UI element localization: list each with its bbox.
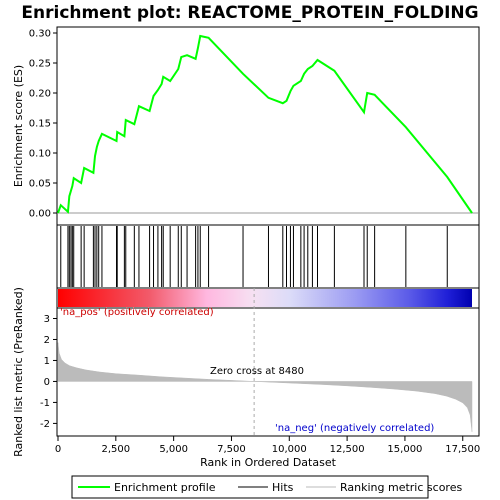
metric-tick-label: 1 [44,356,50,367]
pos-correlated-label: 'na_pos' (positively correlated) [60,307,214,318]
x-axis-label: Rank in Ordered Dataset [200,456,337,469]
neg-correlated-label: 'na_neg' (negatively correlated) [275,423,434,434]
rank-colorbar [58,289,472,307]
legend-metric-label: Ranking metric scores [340,481,462,494]
metric-y-ticks: -2 -1 0 1 2 3 [40,314,57,430]
es-tick-label: 0.00 [29,209,51,220]
metric-panel-frame [56,307,480,437]
chart-title: Enrichment plot: REACTOME_PROTEIN_FOLDIN… [21,3,478,23]
x-tick-label: 17,500 [445,444,480,455]
legend-hits-label: Hits [272,481,294,494]
enrichment-profile [57,34,473,214]
es-axis-label: Enrichment score (ES) [12,65,25,187]
x-tick-label: 12,500 [330,444,365,455]
es-tick-label: 0.20 [29,89,51,100]
es-tick-label: 0.25 [29,59,51,70]
metric-tick-label: 0 [44,377,50,388]
x-tick-label: 0 [55,444,61,455]
es-tick-label: 0.15 [29,119,51,130]
x-tick-label: 15,000 [387,444,422,455]
metric-tick-label: 3 [44,314,50,325]
x-axis-ticks: 0 2,500 5,000 7,500 10,000 12,500 15,000 17,500 [55,436,480,455]
metric-tick-label: -1 [40,398,50,409]
legend-profile-label: Enrichment profile [114,481,216,494]
es-y-ticks: 0.00 0.05 0.10 0.15 0.20 0.25 0.30 [29,29,57,220]
x-tick-label: 7,500 [217,444,246,455]
x-tick-label: 2,500 [102,444,131,455]
zero-cross-label: Zero cross at 8480 [210,366,304,377]
hit-marks [60,226,448,287]
es-tick-label: 0.10 [29,149,51,160]
metric-axis-label: Ranked list metric (PreRanked) [12,287,25,457]
metric-area-fill [57,342,473,432]
metric-tick-label: 2 [44,335,50,346]
x-tick-label: 10,000 [272,444,307,455]
enrichment-profile-line [57,34,473,214]
es-tick-label: 0.05 [29,179,51,190]
es-tick-label: 0.30 [29,29,51,40]
x-tick-label: 5,000 [159,444,188,455]
metric-area [57,288,473,436]
metric-tick-label: -2 [40,419,50,430]
